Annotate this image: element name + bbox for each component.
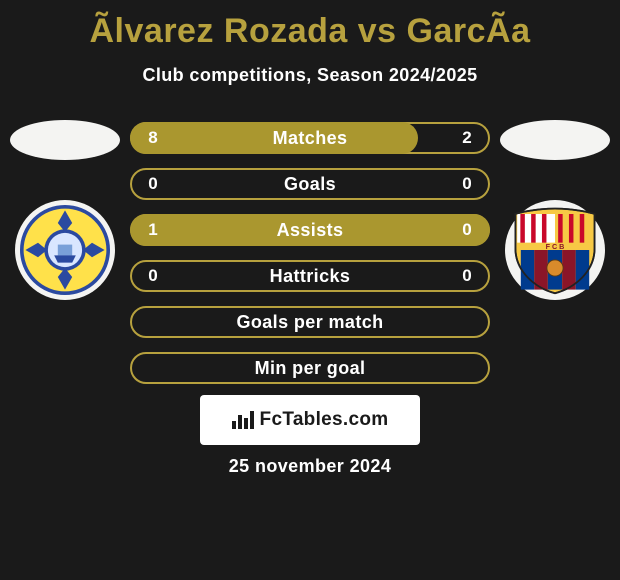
stat-label: Goals per match [130, 306, 490, 338]
stat-value-right: 2 [450, 122, 484, 154]
left-player-col [0, 100, 130, 300]
stat-row: Assists1 0 [130, 214, 490, 246]
content-area: Matches82Goals00Assists10Hattricks00Goal… [0, 100, 620, 400]
stat-value-right: 0 [450, 168, 484, 200]
stat-label: Hattricks [130, 260, 490, 292]
right-club-crest-icon: F C B [505, 200, 605, 300]
left-player-ellipse [10, 120, 120, 160]
left-club-crest-icon [15, 200, 115, 300]
stat-label: Assists [130, 214, 490, 246]
date-line: 25 november 2024 [0, 456, 620, 477]
comparison-card: Ãlvarez Rozada vs GarcÃa Club competitio… [0, 0, 620, 580]
subtitle: Club competitions, Season 2024/2025 [0, 65, 620, 86]
stat-row: Hattricks0 0 [130, 260, 490, 292]
stat-value-left: 0 [136, 168, 170, 200]
stat-value-left: 1 [136, 214, 170, 246]
svg-text:F C B: F C B [546, 242, 565, 251]
right-player-ellipse [500, 120, 610, 160]
source-badge-label: FcTables.com [260, 409, 389, 431]
source-badge[interactable]: FcTables.com [200, 395, 420, 445]
stat-bars: Matches82Goals00Assists10Hattricks00Goal… [130, 122, 490, 398]
stat-label: Goals [130, 168, 490, 200]
bars-icon [232, 411, 254, 429]
stat-row: Min per goal [130, 352, 490, 384]
stat-row: Matches8 2 [130, 122, 490, 154]
title: Ãlvarez Rozada vs GarcÃa [0, 0, 620, 51]
stat-value-left: 0 [136, 260, 170, 292]
stat-row: Goals0 0 [130, 168, 490, 200]
stat-label: Matches [130, 122, 490, 154]
stat-value-right: 0 [450, 214, 484, 246]
right-player-col: F C B [490, 100, 620, 300]
stat-row: Goals per match [130, 306, 490, 338]
stat-value-right: 0 [450, 260, 484, 292]
stat-value-left: 8 [136, 122, 170, 154]
stat-label: Min per goal [130, 352, 490, 384]
